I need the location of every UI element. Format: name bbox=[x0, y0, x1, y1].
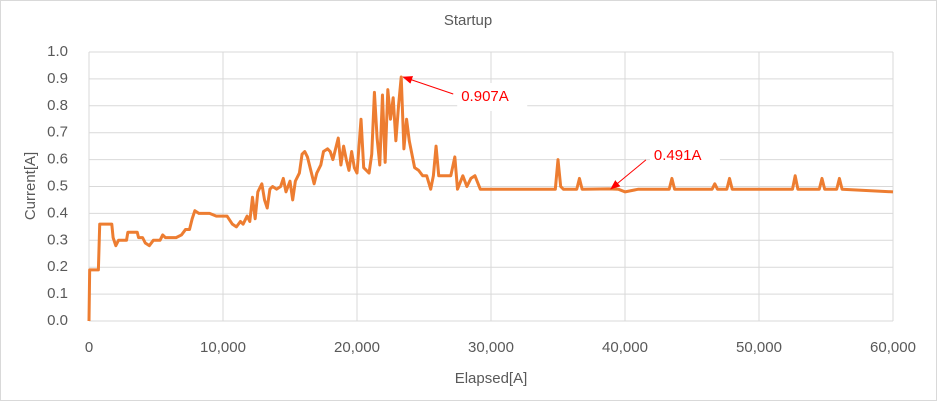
y-tick-label: 1.0 bbox=[47, 43, 68, 60]
x-tick-label: 50,000 bbox=[736, 339, 782, 356]
y-tick-label: 0.5 bbox=[47, 177, 68, 194]
annotation-label: 0.907A bbox=[461, 88, 509, 105]
x-tick-label: 20,000 bbox=[334, 339, 380, 356]
y-tick-label: 0.3 bbox=[47, 231, 68, 248]
annotation-box bbox=[649, 141, 720, 170]
x-tick-label: 30,000 bbox=[468, 339, 514, 356]
x-tick-label: 60,000 bbox=[870, 339, 916, 356]
annotation-arrow bbox=[610, 159, 647, 190]
y-tick-label: 0.9 bbox=[47, 70, 68, 87]
y-axis-title: Current[A] bbox=[22, 152, 39, 220]
chart-title: Startup bbox=[444, 12, 492, 29]
y-tick-label: 0.8 bbox=[47, 97, 68, 114]
annotation-label: 0.491A bbox=[654, 147, 702, 164]
y-tick-label: 0.7 bbox=[47, 124, 68, 141]
y-tick-label: 0.4 bbox=[47, 204, 68, 221]
x-tick-label: 10,000 bbox=[200, 339, 246, 356]
y-tick-label: 0.0 bbox=[47, 312, 68, 329]
x-tick-label: 0 bbox=[85, 339, 93, 356]
annotation-box bbox=[457, 83, 528, 112]
y-tick-label: 0.6 bbox=[47, 151, 68, 168]
x-axis-title: Elapsed[A] bbox=[455, 370, 528, 387]
annotation-arrow bbox=[402, 76, 454, 95]
data-line bbox=[87, 75, 894, 322]
y-tick-label: 0.2 bbox=[47, 258, 68, 275]
y-tick-label: 0.1 bbox=[47, 285, 68, 302]
x-tick-label: 40,000 bbox=[602, 339, 648, 356]
